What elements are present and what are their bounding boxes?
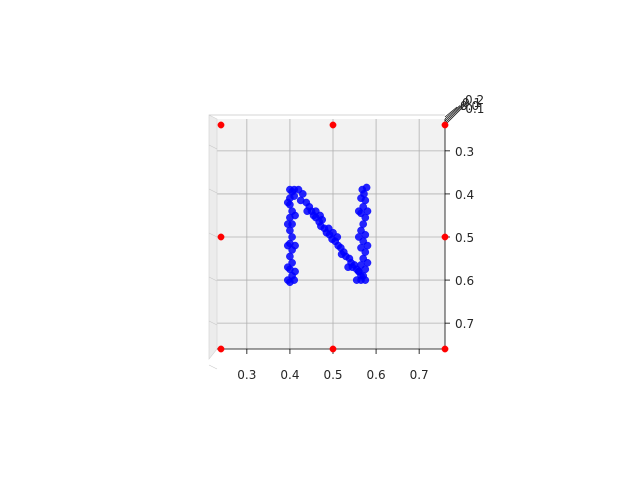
- z-tick-label: 0.2: [465, 93, 484, 107]
- blue-data-point: [283, 276, 292, 284]
- z-tick-mark: [444, 103, 464, 122]
- side-pane-grid-line: [208, 144, 218, 150]
- red-marker-point: [441, 233, 449, 241]
- side-pane-grid-line: [208, 232, 218, 238]
- blue-data-point: [361, 213, 370, 222]
- blue-data-point: [288, 233, 296, 241]
- blue-data-point: [283, 220, 292, 228]
- blue-data-point: [344, 263, 352, 272]
- z-tick-mark: [444, 102, 467, 124]
- x-tick-label: 0.6: [367, 368, 386, 382]
- blue-data-point: [354, 267, 363, 276]
- blue-data-point: [298, 190, 307, 198]
- red-marker-point: [217, 233, 225, 241]
- blue-data-point: [283, 263, 292, 272]
- z-tick-label: 0.1: [462, 96, 481, 110]
- blue-data-point: [333, 233, 342, 241]
- blue-data-point: [361, 248, 370, 256]
- blue-data-point: [361, 265, 370, 274]
- blue-data-point: [291, 211, 299, 220]
- blue-data-point: [361, 276, 370, 284]
- side-pane-grid-line: [208, 320, 218, 326]
- z-tick-mark: [444, 106, 458, 118]
- z-tick-mark: [444, 100, 470, 126]
- blue-data-point: [362, 183, 371, 192]
- red-marker-point: [217, 121, 225, 129]
- red-marker-point: [441, 345, 449, 353]
- blue-data-point: [290, 276, 299, 284]
- blue-data-point: [303, 207, 312, 215]
- y-tick-label: 0.5: [455, 231, 474, 245]
- blue-data-point: [361, 230, 370, 239]
- blue-data-point: [286, 252, 294, 261]
- blue-data-point: [363, 241, 372, 250]
- y-tick-label: 0.6: [455, 274, 474, 288]
- x-tick-label: 0.4: [280, 368, 299, 382]
- red-marker-point: [441, 121, 449, 129]
- x-tick-label: 0.5: [323, 368, 342, 382]
- red-marker-point: [329, 121, 337, 129]
- z-tick-mark: [444, 105, 461, 120]
- y-tick-label: 0.7: [455, 317, 474, 331]
- blue-data-point: [291, 241, 299, 250]
- red-marker-point: [329, 345, 337, 353]
- z-tick-label: 0.0: [460, 99, 479, 113]
- side-pane-grid-line: [208, 364, 218, 370]
- blue-data-point: [291, 267, 299, 276]
- x-tick-label: 0.3: [237, 368, 256, 382]
- blue-data-point: [359, 220, 368, 228]
- blue-data-point: [318, 215, 327, 224]
- blue-data-point: [283, 198, 292, 207]
- z-tick-label: -0.1: [461, 102, 484, 116]
- side-pane-grid-line: [208, 188, 218, 194]
- y-axis-ticks: 0.3 0.4 0.5 0.6 0.7: [445, 145, 474, 331]
- y-tick-label: 0.3: [455, 145, 474, 159]
- blue-data-point: [352, 276, 361, 284]
- side-pane: [208, 114, 218, 360]
- z-axis-ticks: 0.20.10.0-0.1: [444, 93, 484, 126]
- blue-data-point: [361, 196, 370, 205]
- blue-data-point: [290, 192, 299, 200]
- y-tick-label: 0.4: [455, 188, 474, 202]
- blue-data-point: [354, 207, 363, 215]
- x-axis-ticks: 0.3 0.4 0.5 0.6 0.7: [237, 349, 429, 382]
- x-tick-label: 0.7: [410, 368, 429, 382]
- side-pane-grid-line: [208, 276, 218, 282]
- blue-data-point: [283, 241, 292, 250]
- blue-data-point: [337, 250, 346, 258]
- blue-data-point: [363, 258, 372, 267]
- blue-data-point: [354, 233, 363, 241]
- data-points: [217, 121, 449, 353]
- blue-data-point: [286, 226, 294, 235]
- blue-data-point: [363, 207, 372, 215]
- red-marker-point: [217, 345, 225, 353]
